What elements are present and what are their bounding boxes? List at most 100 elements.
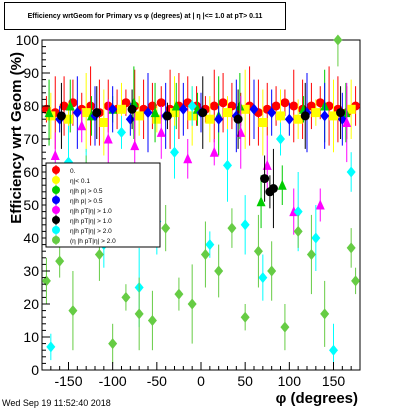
x-tick-label: 100 xyxy=(278,373,302,389)
legend-marker xyxy=(52,176,60,184)
legend-label: (η |h pT|η| > 2.0 xyxy=(70,238,116,245)
data-point xyxy=(258,118,268,127)
data-point xyxy=(103,133,113,144)
data-point xyxy=(183,153,193,164)
data-point xyxy=(134,308,144,320)
data-point xyxy=(41,275,51,287)
legend-marker xyxy=(52,216,60,224)
legend-label: η|h pT|η| > 1.0 xyxy=(70,218,112,225)
legend-marker xyxy=(52,226,60,234)
data-point xyxy=(315,199,325,210)
data-point xyxy=(346,104,356,114)
data-point xyxy=(205,239,215,251)
data-point xyxy=(253,245,263,257)
data-point xyxy=(134,111,144,121)
y-tick-label: 10 xyxy=(23,329,39,345)
data-point xyxy=(108,103,118,115)
x-tick-label: 50 xyxy=(237,373,253,389)
data-point xyxy=(223,108,232,118)
data-point xyxy=(329,344,338,356)
data-point xyxy=(162,111,172,121)
data-point xyxy=(280,321,290,333)
data-point xyxy=(65,100,75,111)
data-point xyxy=(315,98,325,108)
data-point xyxy=(346,242,356,254)
data-point xyxy=(271,101,281,111)
data-point xyxy=(77,120,87,131)
data-point xyxy=(293,114,303,124)
data-point xyxy=(81,108,91,118)
data-point xyxy=(127,104,137,114)
x-tick-label: 0 xyxy=(197,373,205,389)
data-point xyxy=(233,114,243,124)
data-point xyxy=(171,100,181,111)
data-point xyxy=(209,146,219,157)
legend-label: η|h pT|η| > 1.0 xyxy=(70,208,112,215)
data-point xyxy=(117,104,126,114)
y-tick-label: 100 xyxy=(16,32,40,48)
data-point xyxy=(223,159,232,171)
data-point xyxy=(289,101,299,111)
data-point xyxy=(92,108,102,118)
y-tick-label: 50 xyxy=(23,197,39,213)
data-point xyxy=(55,255,65,267)
data-point xyxy=(249,103,259,115)
data-point xyxy=(311,108,321,118)
data-point xyxy=(143,107,153,119)
data-point xyxy=(280,98,290,108)
timestamp-label: Wed Sep 19 11:52:40 2018 xyxy=(2,398,111,408)
legend-label: η|< 0.1 xyxy=(70,178,90,185)
data-point xyxy=(329,111,338,121)
x-axis-label: φ (degrees) xyxy=(276,390,358,407)
data-point xyxy=(333,34,343,46)
data-point xyxy=(276,111,285,121)
data-point xyxy=(170,146,179,158)
data-point xyxy=(117,126,126,138)
y-tick-label: 70 xyxy=(23,131,39,147)
data-point xyxy=(156,98,166,108)
data-point xyxy=(346,166,356,178)
legend-marker xyxy=(52,186,60,194)
data-point xyxy=(268,184,278,193)
data-point xyxy=(187,298,197,310)
data-point xyxy=(214,113,224,125)
data-point xyxy=(99,118,109,127)
x-tick-label: -150 xyxy=(54,373,82,389)
data-point xyxy=(94,249,104,260)
legend-marker xyxy=(52,196,60,204)
data-point xyxy=(156,126,166,137)
data-point xyxy=(72,107,82,119)
y-tick-label: 90 xyxy=(23,65,39,81)
data-point xyxy=(284,113,294,125)
legend-marker xyxy=(52,236,60,244)
data-point xyxy=(161,222,171,234)
data-point xyxy=(108,338,118,350)
y-tick-label: 0 xyxy=(31,362,39,378)
data-point xyxy=(342,117,352,127)
data-point xyxy=(267,265,277,277)
data-point xyxy=(46,341,56,353)
data-point xyxy=(147,315,157,326)
data-point xyxy=(64,114,73,124)
data-point xyxy=(56,111,66,121)
y-axis-label: Efficiency wrt Geom (%) xyxy=(8,52,25,224)
data-point xyxy=(240,104,250,114)
x-tick-label: -50 xyxy=(147,373,167,389)
data-point xyxy=(256,196,266,207)
data-point xyxy=(277,179,287,190)
x-tick-label: -100 xyxy=(99,373,127,389)
data-point xyxy=(227,222,237,234)
data-point xyxy=(187,100,197,112)
data-point xyxy=(320,110,330,122)
y-tick-label: 60 xyxy=(23,164,39,180)
data-point xyxy=(336,108,346,118)
y-tick-label: 40 xyxy=(23,230,39,246)
legend-label: η|h p| > 0.5 xyxy=(70,188,103,195)
legend-label: η|h pT|η| > 2.0 xyxy=(70,228,112,235)
data-point xyxy=(300,111,310,121)
data-point xyxy=(276,133,285,145)
legend-marker xyxy=(52,206,60,214)
data-point xyxy=(174,288,184,300)
data-point xyxy=(258,272,268,284)
data-point xyxy=(205,114,215,124)
